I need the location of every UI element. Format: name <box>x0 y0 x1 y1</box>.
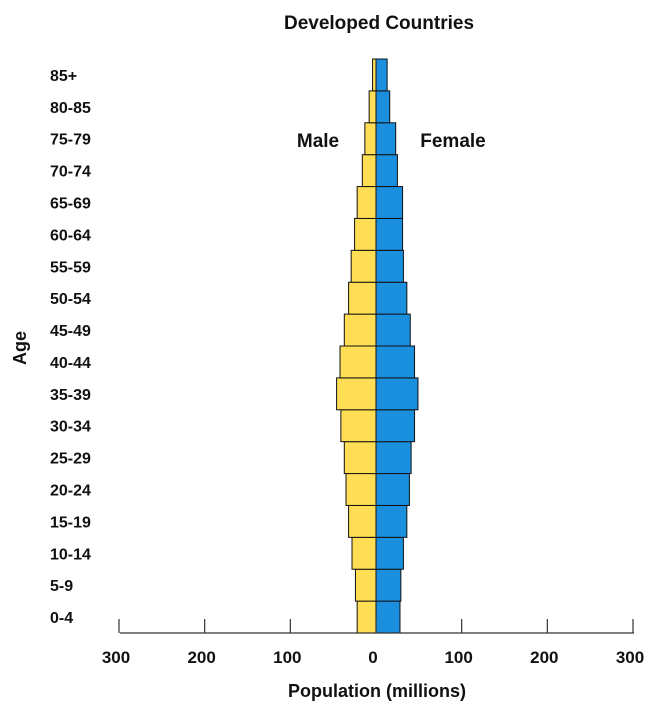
bar-female-50-54 <box>375 281 408 315</box>
age-label-85+: 85+ <box>50 68 77 85</box>
bar-male-75-79 <box>364 122 377 156</box>
bar-female-80-85 <box>375 90 391 124</box>
bar-female-55-59 <box>375 249 404 283</box>
bar-female-70-74 <box>375 154 398 188</box>
chart-title: Developed Countries <box>284 13 474 34</box>
age-label-15-19: 15-19 <box>50 514 91 531</box>
x-tick-label: 300 <box>102 648 130 667</box>
bar-male-20-24 <box>345 473 377 506</box>
age-label-80-85: 80-85 <box>50 100 91 117</box>
y-axis-label: Age <box>10 331 30 365</box>
age-label-75-79: 75-79 <box>50 132 91 149</box>
bar-female-75-79 <box>375 122 397 156</box>
x-tick-label: 200 <box>187 648 215 667</box>
x-tick-label: 200 <box>530 648 558 667</box>
bar-male-25-29 <box>343 441 377 475</box>
age-label-5-9: 5-9 <box>50 578 73 595</box>
bar-female-0-4 <box>375 600 401 634</box>
age-label-30-34: 30-34 <box>50 419 91 436</box>
bar-male-55-59 <box>350 249 377 283</box>
age-label-40-44: 40-44 <box>50 355 91 372</box>
bar-male-85+ <box>372 58 377 92</box>
bar-male-0-4 <box>356 600 377 634</box>
age-labels: 0-4 5-9 10-14 15-19 20-24 25-29 30-34 35-39 40-4… <box>50 68 91 627</box>
age-label-55-59: 55-59 <box>50 259 91 276</box>
x-axis-label: Population (millions) <box>288 681 466 701</box>
bar-female-40-44 <box>375 345 416 379</box>
bar-male-30-34 <box>340 409 377 443</box>
bar-female-85+ <box>375 58 388 92</box>
bar-female-15-19 <box>375 504 408 538</box>
x-tick-label: 100 <box>444 648 472 667</box>
bar-female-10-14 <box>375 536 404 570</box>
age-label-70-74: 70-74 <box>50 164 91 181</box>
age-label-35-39: 35-39 <box>50 387 91 404</box>
bar-female-5-9 <box>375 568 402 602</box>
legend-male-label: Male <box>297 131 339 152</box>
bar-female-60-64 <box>375 217 404 251</box>
bar-male-10-14 <box>351 536 377 570</box>
bar-male-5-9 <box>354 568 377 602</box>
bar-female-25-29 <box>375 441 412 475</box>
bar-male-15-19 <box>348 504 377 538</box>
bar-female-20-24 <box>375 473 410 506</box>
x-tick-label: 100 <box>273 648 301 667</box>
age-label-65-69: 65-69 <box>50 196 91 213</box>
bar-female-30-34 <box>375 409 416 443</box>
bar-female-65-69 <box>375 186 404 219</box>
bar-male-40-44 <box>339 345 377 379</box>
x-tick-label: 0 <box>368 648 377 667</box>
age-label-10-14: 10-14 <box>50 546 91 563</box>
age-label-20-24: 20-24 <box>50 483 91 500</box>
age-label-50-54: 50-54 <box>50 291 91 308</box>
bar-male-80-85 <box>368 90 377 124</box>
age-label-45-49: 45-49 <box>50 323 91 340</box>
age-label-0-4: 0-4 <box>50 610 73 627</box>
age-label-25-29: 25-29 <box>50 451 91 468</box>
age-label-60-64: 60-64 <box>50 227 91 244</box>
legend-female-label: Female <box>420 131 485 152</box>
x-tick-label: 300 <box>616 648 644 667</box>
bar-female-35-39 <box>375 377 419 411</box>
bar-male-45-49 <box>343 313 377 347</box>
bar-male-60-64 <box>354 217 377 251</box>
bar-male-65-69 <box>356 186 377 219</box>
x-axis: 300 200 100 0 100 200 300 <box>102 619 644 667</box>
bar-female-45-49 <box>375 313 411 347</box>
bar-male-35-39 <box>336 377 377 411</box>
bar-male-50-54 <box>348 281 377 315</box>
bar-male-70-74 <box>361 154 377 188</box>
bars-layer <box>336 58 419 634</box>
